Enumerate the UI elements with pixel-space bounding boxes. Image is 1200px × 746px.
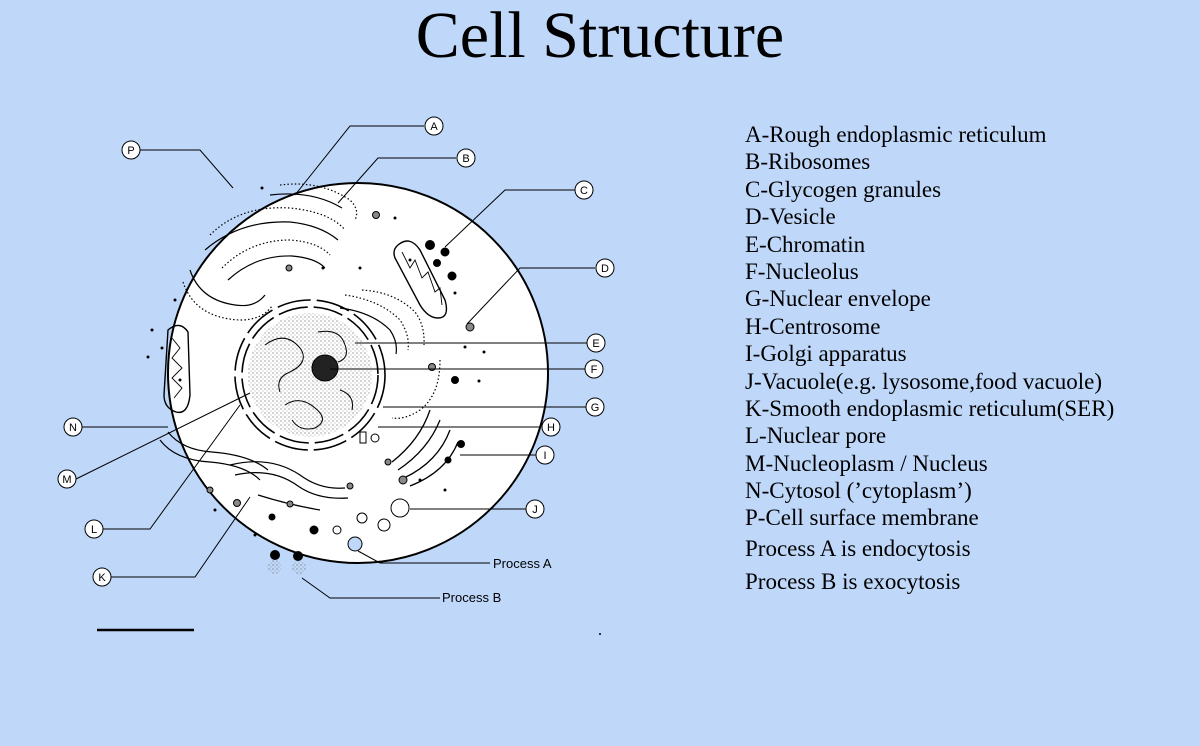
granules-and-vesicles [206,211,475,535]
label-b: B [462,153,469,165]
stray-dot [599,633,601,635]
nucleolus [311,354,339,382]
legend-item-g: G-Nuclear envelope [745,286,931,312]
label-a: A [430,121,438,133]
legend-item-m: M-Nucleoplasm / Nucleus [745,450,988,476]
label-markers [57,116,615,587]
label-f: F [591,364,598,376]
leader-lines [75,125,595,599]
legend-item-f: F-Nucleolus [745,258,859,284]
label-j: J [532,504,538,516]
label-m: M [62,474,71,486]
legend-item-b: B-Ribosomes [745,149,871,175]
legend-item-l: L-Nuclear pore [745,423,887,449]
ribosome-dots [146,186,486,537]
nucleoplasm [248,313,372,437]
legend: A-Rough endoplasmic reticulum B-Ribosome… [745,121,1114,598]
nuclear-envelope-inner [241,306,379,444]
centrosome [359,431,380,444]
legend-item-c: C-Glycogen granules [745,176,942,202]
label-k: K [98,572,106,584]
label-e: E [592,338,599,350]
label-g: G [591,402,600,414]
label-c: C [580,185,588,197]
label-i: I [543,450,546,462]
legend-item-h: H-Centrosome [745,313,881,339]
chromatin [264,330,353,430]
legend-item-d: D-Vesicle [745,204,836,230]
page-title: Cell Structure [415,0,785,72]
label-d: D [601,263,609,275]
label-p: P [127,145,134,157]
smooth-endoplasmic-reticulum [159,431,349,511]
label-h: H [547,422,555,434]
golgi-apparatus [391,409,459,487]
rough-endoplasmic-reticulum [182,183,441,419]
legend-process-a: Process A is endocytosis [745,535,971,561]
mitochondrion-right [393,240,448,319]
process-a-label: Process A [493,556,552,571]
legend-item-a: A-Rough endoplasmic reticulum [745,122,1047,147]
label-l: L [91,524,97,536]
legend-item-e: E-Chromatin [745,231,866,257]
legend-item-n: N-Cytosol (’cytoplasm’) [745,478,972,504]
mitochondrion-left [163,324,191,414]
endocytosis-pit [347,536,363,552]
nuclear-envelope-outer [234,299,386,451]
legend-item-j: J-Vacuole(e.g. lysosome,food vacuole) [745,368,1103,394]
legend-process-b: Process B is exocytosis [745,568,961,594]
legend-item-i: I-Golgi apparatus [745,341,907,367]
legend-item-p: P-Cell surface membrane [745,505,979,531]
legend-item-k: K-Smooth endoplasmic reticulum(SER) [745,395,1115,421]
exocytosis-vesicles [267,550,306,575]
process-b-label: Process B [442,590,501,605]
label-n: N [69,422,77,434]
